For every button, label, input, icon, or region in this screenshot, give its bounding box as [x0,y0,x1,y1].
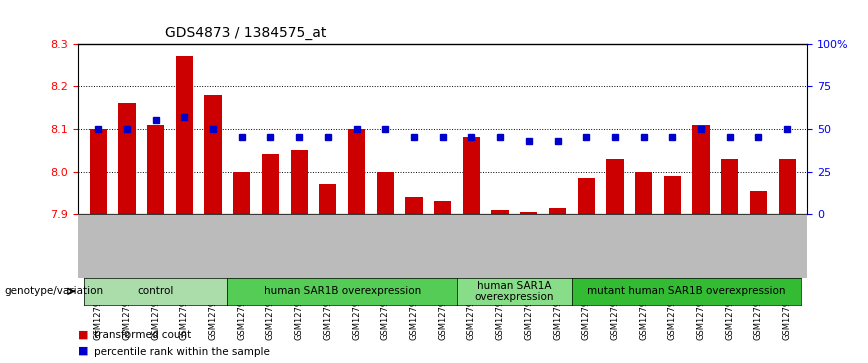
Bar [348,129,365,214]
Text: transformed count: transformed count [94,330,191,340]
Bar [262,155,279,214]
Bar [377,172,394,214]
Bar [175,56,193,214]
Bar [319,184,337,214]
Bar [434,201,451,214]
Text: mutant human SAR1B overexpression: mutant human SAR1B overexpression [588,286,786,296]
Bar [664,176,681,214]
Text: GDS4873 / 1384575_at: GDS4873 / 1384575_at [165,26,326,40]
Text: human SAR1A
overexpression: human SAR1A overexpression [475,281,554,302]
Text: ■: ■ [78,329,89,339]
Bar [291,150,308,214]
Text: control: control [137,286,174,296]
Bar [89,129,107,214]
Text: ■: ■ [78,346,89,356]
Bar [721,159,739,214]
Bar [463,138,480,214]
Bar [233,172,250,214]
Bar [118,103,135,214]
Bar [405,197,423,214]
Bar [607,159,623,214]
Text: genotype/variation: genotype/variation [4,286,103,296]
Bar [693,125,710,214]
Bar [147,125,164,214]
Text: percentile rank within the sample: percentile rank within the sample [94,347,270,357]
Bar [205,95,221,214]
Bar [635,172,652,214]
Bar [750,191,767,214]
Bar [549,208,566,214]
Bar [491,210,509,214]
Text: human SAR1B overexpression: human SAR1B overexpression [264,286,421,296]
Bar [577,178,595,214]
Bar [779,159,796,214]
Bar [520,212,537,214]
